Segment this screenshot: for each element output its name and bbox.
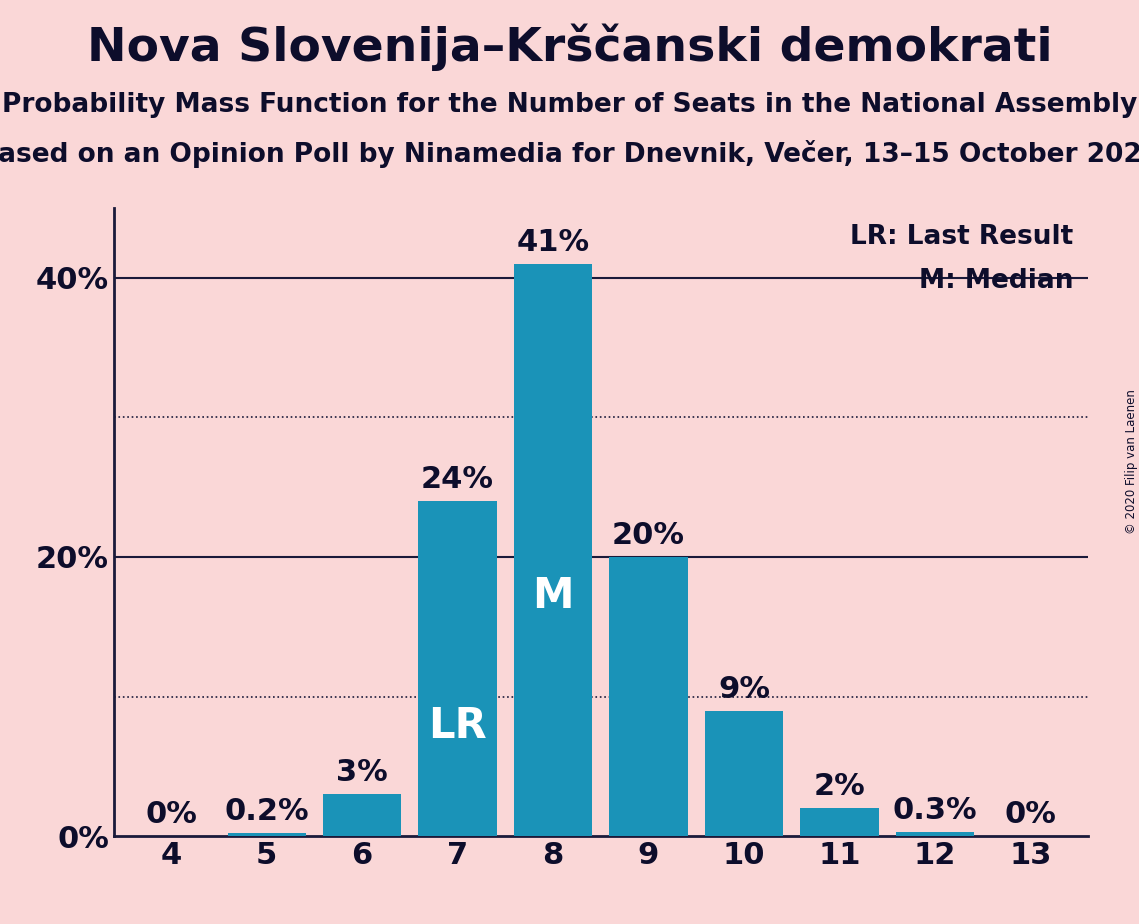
Bar [705, 711, 784, 836]
Text: LR: LR [428, 705, 487, 747]
Text: LR: Last Result: LR: Last Result [850, 224, 1073, 249]
Text: Based on an Opinion Poll by Ninamedia for Dnevnik, Večer, 13–15 October 2020: Based on an Opinion Poll by Ninamedia fo… [0, 140, 1139, 168]
Text: © 2020 Filip van Laenen: © 2020 Filip van Laenen [1124, 390, 1138, 534]
Text: 0.2%: 0.2% [224, 797, 309, 826]
Bar [514, 263, 592, 836]
Text: 41%: 41% [516, 228, 590, 257]
Bar [418, 501, 497, 836]
Text: 2%: 2% [813, 772, 866, 801]
Text: 0.3%: 0.3% [893, 796, 977, 825]
Bar [323, 795, 401, 836]
Bar [609, 557, 688, 836]
Text: 3%: 3% [336, 759, 388, 787]
Text: M: M [532, 575, 574, 617]
Text: 20%: 20% [612, 521, 685, 550]
Text: M: Median: M: Median [919, 268, 1073, 294]
Text: Nova Slovenija–Krščanski demokrati: Nova Slovenija–Krščanski demokrati [87, 23, 1052, 70]
Bar [228, 833, 305, 836]
Text: 0%: 0% [1005, 800, 1056, 829]
Text: 0%: 0% [146, 800, 197, 829]
Bar [801, 808, 878, 836]
Text: 9%: 9% [718, 675, 770, 703]
Bar [896, 832, 974, 836]
Text: Probability Mass Function for the Number of Seats in the National Assembly: Probability Mass Function for the Number… [2, 92, 1137, 118]
Text: 24%: 24% [421, 465, 494, 494]
